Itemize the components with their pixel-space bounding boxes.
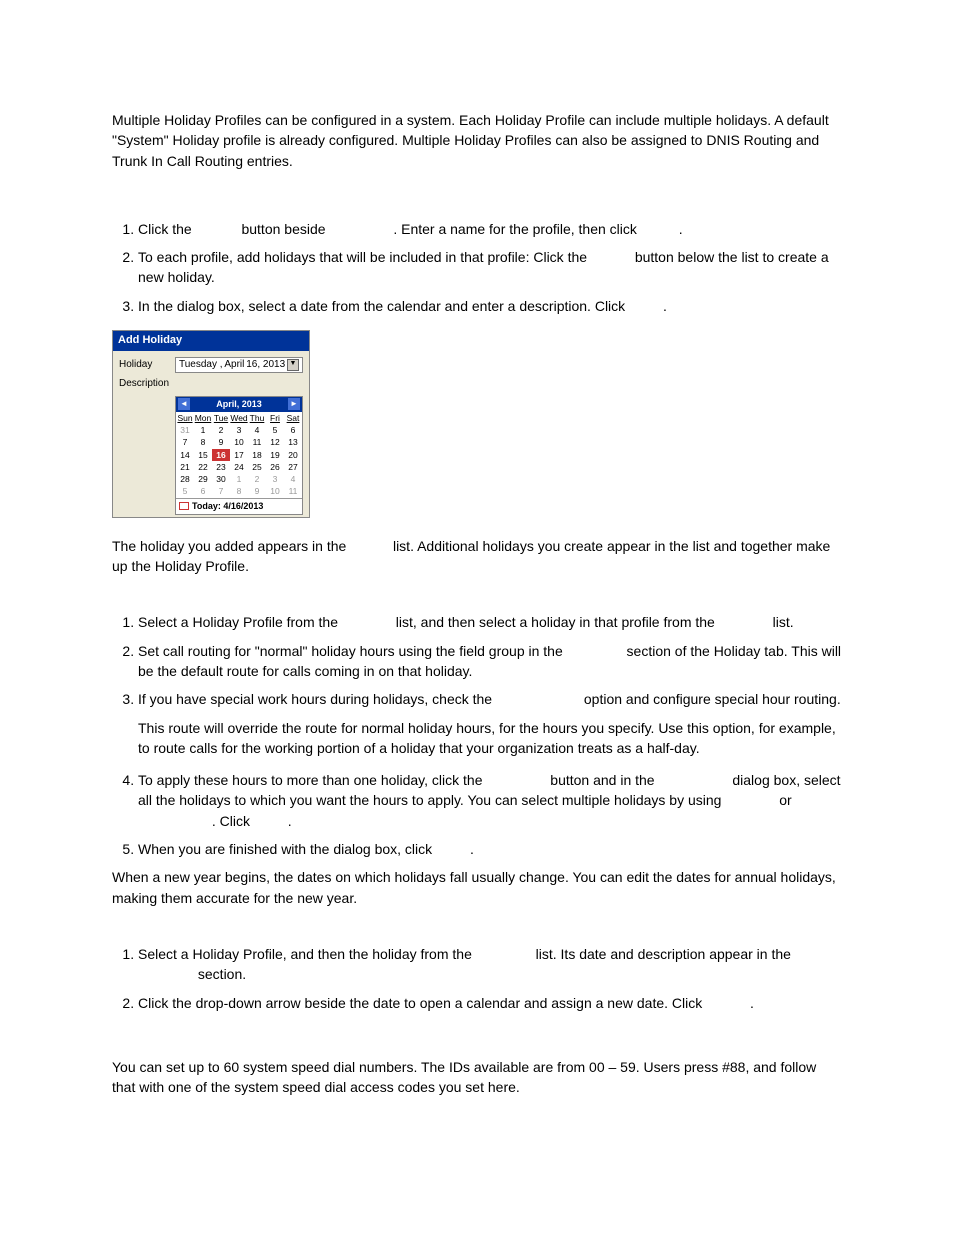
calendar-day[interactable]: 7 (212, 485, 230, 497)
next-month-button[interactable]: ► (288, 398, 300, 410)
calendar-day[interactable]: 19 (266, 449, 284, 461)
date-field[interactable]: Tuesday , April 16, 2013 ▼ (175, 357, 303, 373)
steps-a: Click the button beside . Enter a name f… (112, 219, 842, 316)
calendar-popup: ◄ April, 2013 ► SunMonTueWedThuFriSat 31… (175, 396, 303, 515)
month-title: April, 2013 (216, 398, 262, 411)
calendar-day[interactable]: 31 (176, 424, 194, 436)
calendar-day[interactable]: 16 (212, 449, 230, 461)
calendar-day[interactable]: 20 (284, 449, 302, 461)
calendar-day[interactable]: 11 (284, 485, 302, 497)
calendar-day[interactable]: 6 (194, 485, 212, 497)
calendar-day[interactable]: 3 (266, 473, 284, 485)
step-b4: To apply these hours to more than one ho… (138, 770, 842, 831)
calendar-day[interactable]: 15 (194, 449, 212, 461)
dialog-title: Add Holiday (113, 331, 309, 351)
calendar-day[interactable]: 8 (230, 485, 248, 497)
dow-header: Sat (284, 412, 302, 424)
calendar-day[interactable]: 5 (176, 485, 194, 497)
dow-header: Thu (248, 412, 266, 424)
dow-header: Tue (212, 412, 230, 424)
intro-text: Multiple Holiday Profiles can be configu… (112, 110, 842, 171)
calendar-day[interactable]: 4 (248, 424, 266, 436)
calendar-day[interactable]: 4 (284, 473, 302, 485)
step-a2: To each profile, add holidays that will … (138, 247, 842, 288)
dow-header: Sun (176, 412, 194, 424)
calendar-day[interactable]: 2 (212, 424, 230, 436)
calendar-day[interactable]: 23 (212, 461, 230, 473)
calendar-day[interactable]: 7 (176, 436, 194, 448)
b-note: When a new year begins, the dates on whi… (112, 867, 842, 908)
calendar-day[interactable]: 28 (176, 473, 194, 485)
calendar-day[interactable]: 2 (248, 473, 266, 485)
today-footer[interactable]: Today: 4/16/2013 (176, 498, 302, 514)
dow-header: Wed (230, 412, 248, 424)
step-b1: Select a Holiday Profile from the list, … (138, 612, 842, 632)
step-b2: Set call routing for "normal" holiday ho… (138, 641, 842, 682)
dow-header: Mon (194, 412, 212, 424)
label-holiday: Holiday (119, 358, 175, 373)
calendar-day[interactable]: 13 (284, 436, 302, 448)
calendar-day[interactable]: 9 (248, 485, 266, 497)
calendar-day[interactable]: 6 (284, 424, 302, 436)
steps-b: Select a Holiday Profile from the list, … (112, 612, 842, 859)
calendar-day[interactable]: 1 (194, 424, 212, 436)
step-c2: Click the drop-down arrow beside the dat… (138, 993, 842, 1013)
calendar-day[interactable]: 30 (212, 473, 230, 485)
calendar-day[interactable]: 10 (230, 436, 248, 448)
calendar-day[interactable]: 8 (194, 436, 212, 448)
dropdown-icon[interactable]: ▼ (287, 359, 299, 371)
step-a3: In the dialog box, select a date from th… (138, 296, 842, 316)
calendar-grid: SunMonTueWedThuFriSat 311234567891011121… (176, 412, 302, 498)
dow-header: Fri (266, 412, 284, 424)
step-b5: When you are finished with the dialog bo… (138, 839, 842, 859)
calendar-day[interactable]: 21 (176, 461, 194, 473)
calendar-day[interactable]: 22 (194, 461, 212, 473)
calendar-day[interactable]: 17 (230, 449, 248, 461)
step-c1: Select a Holiday Profile, and then the h… (138, 944, 842, 985)
calendar-day[interactable]: 12 (266, 436, 284, 448)
calendar-day[interactable]: 27 (284, 461, 302, 473)
calendar-day[interactable]: 9 (212, 436, 230, 448)
add-holiday-dialog: Add Holiday Holiday Tuesday , April 16, … (112, 330, 310, 518)
calendar-day[interactable]: 1 (230, 473, 248, 485)
after-cal-text: The holiday you added appears in the lis… (112, 536, 842, 577)
speed-dial-text: You can set up to 60 system speed dial n… (112, 1057, 842, 1098)
calendar-day[interactable]: 10 (266, 485, 284, 497)
calendar-day[interactable]: 18 (248, 449, 266, 461)
calendar-day[interactable]: 5 (266, 424, 284, 436)
calendar-day[interactable]: 26 (266, 461, 284, 473)
today-marker-icon (179, 502, 189, 510)
calendar-day[interactable]: 3 (230, 424, 248, 436)
calendar-day[interactable]: 14 (176, 449, 194, 461)
step-b3: If you have special work hours during ho… (138, 689, 842, 758)
prev-month-button[interactable]: ◄ (178, 398, 190, 410)
steps-c: Select a Holiday Profile, and then the h… (112, 944, 842, 1013)
label-description: Description (119, 377, 175, 392)
calendar-day[interactable]: 11 (248, 436, 266, 448)
calendar-day[interactable]: 29 (194, 473, 212, 485)
calendar-day[interactable]: 25 (248, 461, 266, 473)
step-a1: Click the button beside . Enter a name f… (138, 219, 842, 239)
calendar-day[interactable]: 24 (230, 461, 248, 473)
